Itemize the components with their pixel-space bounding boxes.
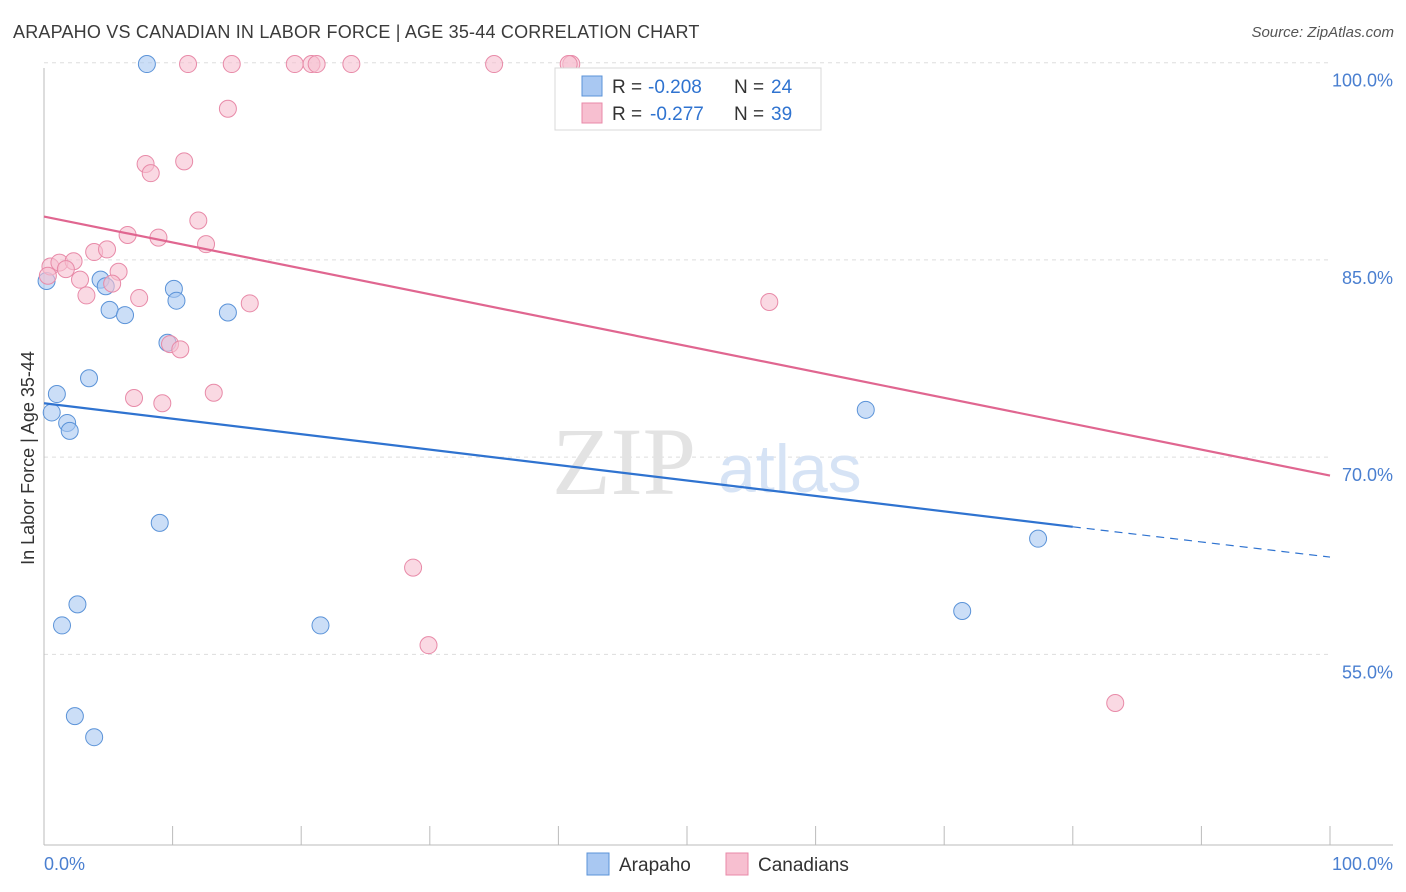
arapaho-point xyxy=(80,369,99,388)
canadians-point xyxy=(285,55,304,74)
canadians-point xyxy=(404,558,423,577)
legend-arapaho-label: Arapaho xyxy=(619,855,691,876)
canadians-point xyxy=(130,289,149,308)
arapaho-point xyxy=(116,306,135,325)
chart-title: ARAPAHO VS CANADIAN IN LABOR FORCE | AGE… xyxy=(13,22,700,42)
gridlines xyxy=(44,62,1330,655)
axes xyxy=(43,68,1393,846)
legend-canadians-swatch xyxy=(725,852,749,876)
x-tick-label: 100.0% xyxy=(1332,854,1393,874)
canadians-point xyxy=(342,55,361,74)
stats-canadians-r-label: R = xyxy=(612,104,642,125)
canadians-point xyxy=(307,55,326,74)
canadians-point xyxy=(189,211,208,230)
legend-arapaho-swatch xyxy=(586,852,610,876)
stats-canadians-r-value: -0.277 xyxy=(650,104,704,125)
trend-lines xyxy=(43,215,1331,558)
arapaho-point xyxy=(218,303,237,322)
canadians-point xyxy=(485,55,504,74)
arapaho-point xyxy=(42,403,61,422)
arapaho-point xyxy=(65,707,84,726)
bottom-legend: Arapaho Canadians xyxy=(586,852,849,876)
watermark-zip: ZIP xyxy=(552,408,696,515)
canadians-point xyxy=(77,286,96,305)
arapaho-point xyxy=(953,601,972,620)
canadians-point xyxy=(71,270,90,289)
canadians-point xyxy=(171,340,190,359)
arapaho-trend-line xyxy=(43,402,1073,528)
canadians-point xyxy=(103,274,122,293)
canadians-point xyxy=(153,394,172,413)
canadians-point xyxy=(760,293,779,312)
arapaho-point xyxy=(167,291,186,310)
stats-arapaho-swatch xyxy=(581,75,603,97)
canadians-point xyxy=(56,260,75,279)
tick-labels: 100.0% 85.0% 70.0% 55.0% 0.0% 100.0% xyxy=(44,71,1393,874)
y-tick-label: 100.0% xyxy=(1332,71,1393,91)
stats-arapaho-r-label: R = xyxy=(612,77,642,98)
canadians-point xyxy=(204,383,223,402)
data-points xyxy=(37,55,1125,747)
x-tick-label: 0.0% xyxy=(44,854,85,874)
stats-arapaho-r-value: -0.208 xyxy=(648,77,702,98)
source-label: Source: ZipAtlas.com xyxy=(1251,24,1394,41)
canadians-point xyxy=(141,164,160,183)
canadians-point xyxy=(1106,694,1125,713)
canadians-point xyxy=(125,388,144,407)
arapaho-point xyxy=(60,421,79,440)
canadians-point xyxy=(218,99,237,118)
stats-canadians-n-label: N = xyxy=(734,104,764,125)
canadians-point xyxy=(175,152,194,171)
arapaho-point xyxy=(53,616,72,635)
arapaho-trend-extension xyxy=(1072,526,1331,558)
legend-canadians-label: Canadians xyxy=(758,855,849,876)
arapaho-point xyxy=(47,385,66,404)
arapaho-point xyxy=(68,595,87,614)
arapaho-point xyxy=(1029,529,1048,548)
canadians-point xyxy=(98,240,117,259)
stats-arapaho-n-value: 24 xyxy=(771,77,793,98)
arapaho-point xyxy=(311,616,330,635)
y-tick-label: 85.0% xyxy=(1342,268,1393,288)
arapaho-point xyxy=(137,55,156,74)
canadians-point xyxy=(419,636,438,655)
y-tick-label: 55.0% xyxy=(1342,662,1393,682)
canadians-point xyxy=(38,266,57,285)
stats-canadians-swatch xyxy=(581,102,603,124)
arapaho-point xyxy=(100,300,119,319)
canadians-trend-line xyxy=(43,215,1331,477)
y-axis-label: In Labor Force | Age 35-44 xyxy=(18,351,38,565)
arapaho-point xyxy=(150,513,169,532)
stats-arapaho-n-label: N = xyxy=(734,77,764,98)
watermark: ZIP atlas xyxy=(552,408,862,515)
canadians-point xyxy=(240,294,259,313)
canadians-point xyxy=(222,55,241,74)
watermark-atlas: atlas xyxy=(718,431,862,507)
arapaho-point xyxy=(856,400,875,419)
y-tick-label: 70.0% xyxy=(1342,465,1393,485)
stats-box: R = -0.208 N = 24 R = -0.277 N = 39 xyxy=(554,67,822,131)
arapaho-point xyxy=(85,728,104,747)
stats-canadians-n-value: 39 xyxy=(771,104,792,125)
canadians-point xyxy=(179,55,198,74)
